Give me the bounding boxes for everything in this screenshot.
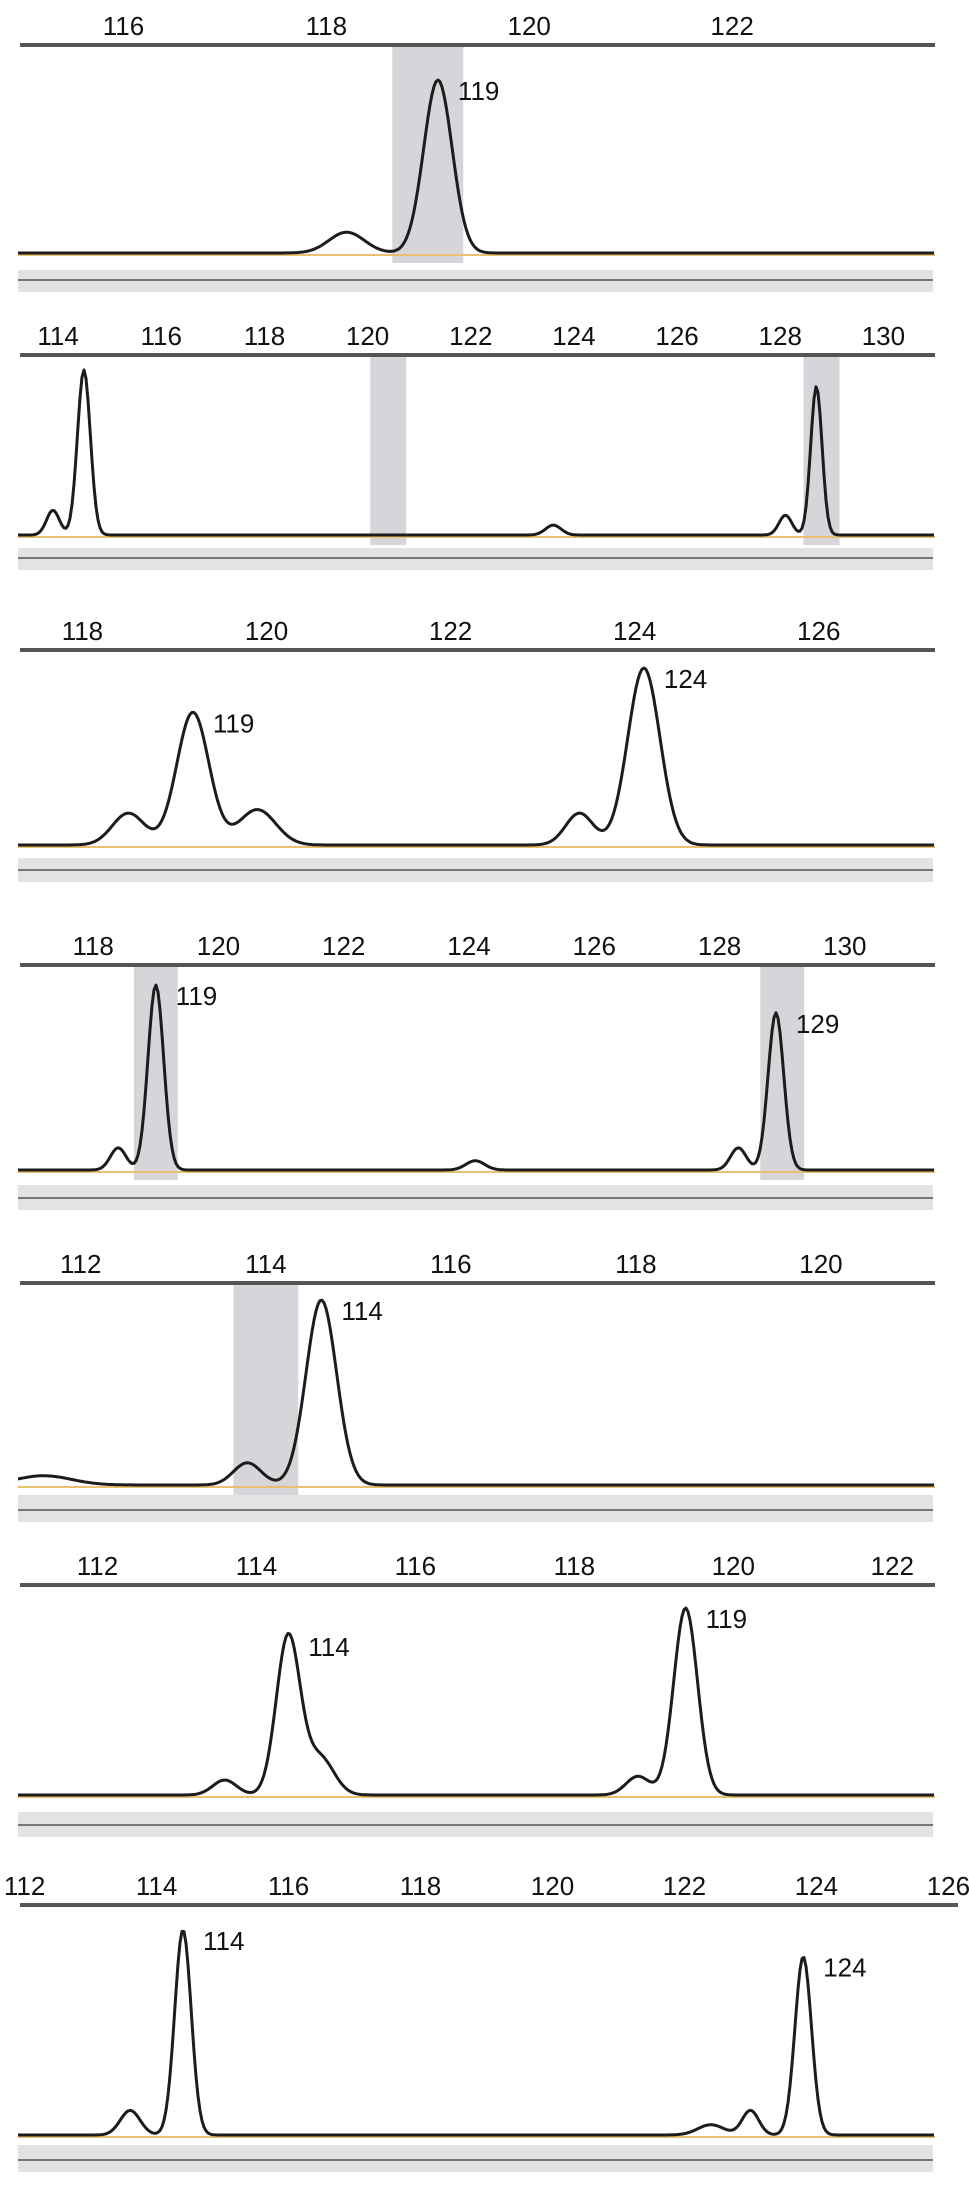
x-tick-label: 116 <box>141 321 182 351</box>
x-tick-label: 120 <box>197 931 240 961</box>
x-tick-label: 126 <box>655 321 698 351</box>
panel-7: 112 114 116 118 120 122 124 126 114 124 <box>4 1871 969 2172</box>
x-tick-label: 122 <box>449 321 492 351</box>
peak-label: 114 <box>308 1632 349 1662</box>
x-tick-label: 120 <box>712 1551 755 1581</box>
panel-2: 114 116 118 120 122 124 126 128 130 <box>18 321 935 570</box>
trace-line <box>17 1298 934 1487</box>
peak-label: 129 <box>796 1009 839 1039</box>
x-tick-label: 114 <box>245 1249 286 1279</box>
x-tick-label: 118 <box>244 321 285 351</box>
x-tick-label: 120 <box>531 1871 574 1901</box>
x-tick-label: 120 <box>245 616 288 646</box>
peak-label: 124 <box>664 664 707 694</box>
x-tick-label: 124 <box>552 321 595 351</box>
x-tick-label: 122 <box>322 931 365 961</box>
x-tick-label: 118 <box>72 931 113 961</box>
x-tick-label: 116 <box>395 1551 436 1581</box>
x-tick-label: 118 <box>306 11 347 41</box>
allele-bin <box>233 1285 299 1495</box>
peak-label: 114 <box>203 1926 244 1956</box>
x-tick-label: 114 <box>37 321 78 351</box>
x-tick-label: 126 <box>927 1871 969 1901</box>
x-tick-label: 120 <box>508 11 551 41</box>
trace-line <box>18 368 934 537</box>
x-tick-label: 116 <box>268 1871 309 1901</box>
x-tick-label: 124 <box>613 616 656 646</box>
peak-label: 119 <box>213 708 254 738</box>
peak-label: 114 <box>341 1296 382 1326</box>
x-tick-label: 128 <box>759 321 802 351</box>
x-tick-label: 114 <box>136 1871 177 1901</box>
x-tick-label: 112 <box>60 1249 101 1279</box>
allele-bin <box>392 47 464 263</box>
x-tick-label: 118 <box>62 616 103 646</box>
panel-footer-band <box>18 1495 933 1522</box>
trace-line <box>18 983 934 1172</box>
panel-4: 118 120 122 124 126 128 130 119 129 <box>18 931 935 1210</box>
allele-bin <box>370 357 407 545</box>
panel-5: 112 114 116 118 120 114 <box>17 1249 935 1522</box>
x-tick-label: 120 <box>346 321 389 351</box>
x-tick-label: 116 <box>430 1249 471 1279</box>
x-tick-label: 118 <box>554 1551 595 1581</box>
x-tick-label: 114 <box>236 1551 277 1581</box>
panel-3: 118 120 122 124 126 119 124 <box>18 616 935 882</box>
panel-1: 116 118 120 122 119 <box>18 11 935 292</box>
x-tick-label: 124 <box>447 931 490 961</box>
x-tick-label: 124 <box>795 1871 838 1901</box>
trace-line <box>18 1929 934 2137</box>
x-tick-label: 130 <box>823 931 866 961</box>
x-tick-label: 122 <box>429 616 472 646</box>
x-tick-label: 130 <box>862 321 905 351</box>
peak-label: 119 <box>176 981 217 1011</box>
x-tick-label: 112 <box>4 1871 45 1901</box>
peak-label: 119 <box>458 76 499 106</box>
x-tick-label: 122 <box>871 1551 914 1581</box>
x-tick-label: 118 <box>400 1871 441 1901</box>
trace-line <box>18 666 934 847</box>
x-tick-label: 116 <box>103 11 144 41</box>
panel-6: 112 114 116 118 120 122 114 119 <box>18 1551 935 1837</box>
x-tick-label: 126 <box>573 931 616 961</box>
panel-footer-band <box>18 2145 933 2172</box>
x-tick-label: 112 <box>77 1551 118 1581</box>
x-tick-label: 128 <box>698 931 741 961</box>
x-tick-label: 122 <box>663 1871 706 1901</box>
trace-line <box>18 78 934 255</box>
x-tick-label: 118 <box>615 1249 656 1279</box>
x-tick-label: 122 <box>710 11 753 41</box>
peak-label: 124 <box>823 1953 866 1983</box>
peak-label: 119 <box>706 1604 747 1634</box>
x-tick-label: 126 <box>797 616 840 646</box>
trace-line <box>18 1606 934 1797</box>
x-tick-label: 120 <box>799 1249 842 1279</box>
